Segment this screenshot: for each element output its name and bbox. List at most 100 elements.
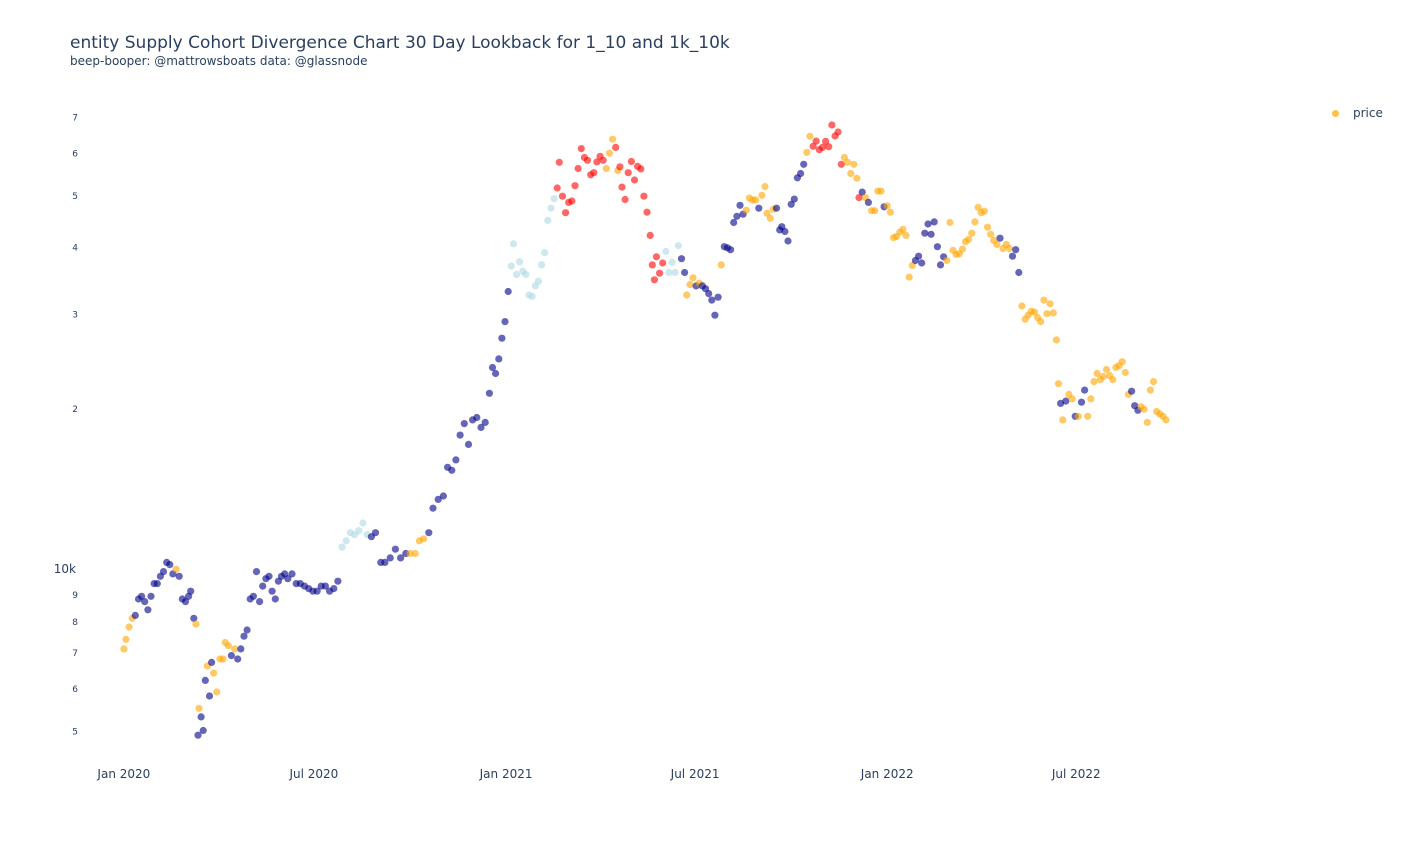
data-point [1109,376,1117,384]
data-point [434,495,442,503]
data-point [231,645,239,653]
data-point [958,245,967,253]
data-point [968,229,976,237]
data-point [208,658,216,667]
data-point [1046,300,1054,308]
data-point [166,561,174,569]
data-point [828,121,836,129]
data-point [677,255,686,263]
data-point [391,545,399,553]
data-point [1052,336,1060,344]
data-point [855,194,863,202]
data-point [593,158,601,166]
data-point [662,247,670,255]
data-point [256,598,264,606]
data-point [550,195,558,203]
data-point [983,223,992,231]
data-point [460,420,468,428]
data-point [122,635,130,643]
y-tick-label: 6 [72,149,78,159]
data-point [509,240,517,248]
data-point [1128,387,1136,395]
data-point [915,252,923,260]
data-point [640,192,648,200]
data-point [609,135,617,143]
data-point [528,292,536,301]
data-point [194,731,202,739]
data-point [674,242,683,250]
data-point [562,209,570,217]
data-point [568,197,576,205]
data-point [843,158,852,166]
data-point [355,527,363,535]
data-point [271,595,279,603]
data-point [946,218,954,227]
data-point [1118,358,1126,366]
legend[interactable]: price [1332,106,1383,120]
data-point [1102,365,1111,374]
data-point [1081,386,1089,394]
data-point [871,207,879,215]
data-point [488,363,497,372]
chart-title: entity Supply Cohort Divergence Chart 30… [70,33,730,53]
y-tick-label: 5 [72,192,78,202]
data-point [787,200,795,208]
data-point [781,227,789,236]
data-point [553,184,561,192]
data-point [504,287,512,296]
data-point [624,169,632,177]
data-point [850,160,858,168]
data-point [243,626,251,634]
data-point [1099,372,1107,381]
data-point [197,713,205,721]
data-point [646,231,654,239]
data-point [818,143,827,151]
data-point [1018,302,1026,310]
data-point [612,143,620,151]
data-point [1015,268,1023,277]
data-point [784,237,792,245]
data-point [131,611,139,620]
data-point [627,157,636,166]
data-point [1030,308,1039,316]
data-point [1093,369,1101,378]
data-point [534,277,543,285]
data-point [1149,378,1158,386]
data-point [822,137,830,145]
data-point [847,169,855,178]
data-point [671,268,679,277]
data-point [618,183,626,191]
data-point [905,273,913,281]
y-tick-label: 8 [72,618,78,628]
data-point [927,230,935,238]
data-point [605,149,614,157]
data-point [288,570,296,578]
data-point [512,270,521,279]
data-point [812,137,820,145]
data-point [190,614,198,622]
data-point [147,592,155,600]
data-point [481,418,489,426]
data-point [284,575,292,583]
data-point [574,164,582,173]
data-point [219,655,227,663]
data-point [758,191,766,199]
data-point [1049,309,1057,317]
data-point [252,568,261,576]
data-point [237,645,245,653]
data-point [616,163,624,171]
data-point [334,577,342,585]
data-point [187,587,195,595]
data-point [668,258,676,266]
data-point [406,549,414,558]
data-point [659,259,667,267]
data-point [153,580,161,588]
data-point [1143,418,1151,426]
data-point [864,198,873,206]
data-point [965,235,973,243]
data-point [227,652,235,660]
data-point [1059,416,1067,424]
data-point [987,230,995,238]
data-point [175,572,183,580]
